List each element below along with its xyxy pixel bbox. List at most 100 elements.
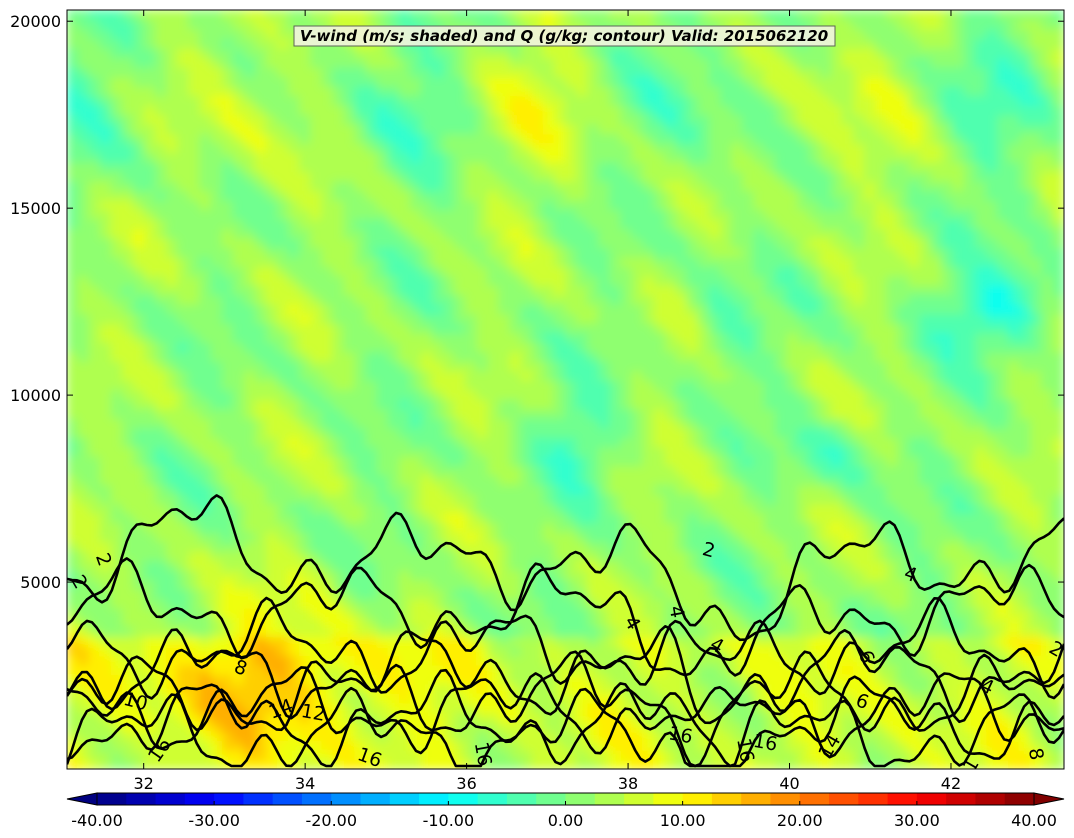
shade-cell	[265, 66, 279, 78]
shade-cell	[310, 531, 323, 542]
shade-cell	[276, 749, 290, 761]
shade-cell	[598, 360, 611, 372]
shade-cell	[509, 569, 522, 580]
shade-cell	[398, 721, 412, 732]
shade-cell	[531, 407, 545, 419]
shade-cell	[409, 66, 423, 78]
shade-cell	[609, 47, 622, 59]
shade-cell	[243, 398, 257, 410]
shade-cell	[376, 389, 389, 400]
shade-cell	[520, 692, 533, 704]
shade-cell	[188, 56, 201, 68]
shade-cell	[742, 531, 755, 542]
shade-cell	[376, 142, 389, 154]
shade-cell	[210, 104, 223, 116]
shade-cell	[288, 18, 301, 30]
shade-cell	[199, 313, 212, 324]
shade-cell	[99, 208, 113, 220]
shade-cell	[576, 417, 589, 429]
shade-cell	[177, 28, 190, 40]
shade-cell	[565, 208, 578, 220]
shade-cell	[509, 161, 522, 172]
shade-cell	[398, 654, 412, 666]
shade-cell	[631, 123, 644, 135]
shade-cell	[509, 616, 522, 628]
shade-cell	[243, 578, 257, 590]
shade-cell	[731, 607, 744, 618]
shade-cell	[653, 749, 666, 761]
shade-cell	[121, 683, 135, 694]
shade-cell	[77, 730, 90, 742]
shade-cell	[709, 559, 722, 571]
shade-cell	[565, 10, 578, 21]
shade-cell	[432, 445, 445, 457]
shade-cell	[598, 531, 611, 542]
shade-cell	[720, 341, 733, 353]
shade-cell	[155, 692, 168, 704]
shade-cell	[332, 531, 345, 542]
shade-cell	[321, 85, 334, 97]
shade-cell	[498, 123, 511, 135]
shade-cell	[565, 559, 578, 571]
shade-cell	[609, 597, 622, 609]
shade-cell	[199, 28, 212, 40]
shade-cell	[144, 199, 157, 210]
shade-cell	[542, 85, 556, 97]
shade-cell	[642, 180, 655, 191]
shade-cell	[454, 455, 467, 467]
shade-cell	[210, 588, 223, 599]
shade-cell	[409, 407, 423, 419]
shade-cell	[476, 417, 489, 429]
shade-cell	[553, 284, 567, 296]
shade-cell	[210, 208, 223, 220]
shade-cell	[576, 303, 589, 315]
shade-cell	[67, 370, 79, 381]
shade-cell	[376, 284, 389, 296]
shade-cell	[288, 180, 301, 191]
shade-cell	[731, 512, 744, 524]
shade-cell	[387, 407, 401, 419]
shade-cell	[332, 759, 345, 769]
shade-cell	[420, 265, 434, 277]
shade-cell	[465, 721, 478, 732]
shade-cell	[731, 759, 744, 769]
shade-cell	[742, 265, 755, 277]
shade-cell	[432, 464, 445, 476]
shade-cell	[720, 256, 733, 267]
shade-cell	[365, 313, 378, 324]
shade-cell	[99, 692, 113, 704]
shade-cell	[288, 607, 301, 618]
shade-cell	[443, 711, 456, 723]
shade-cell	[420, 322, 434, 334]
shade-cell	[188, 104, 201, 116]
shade-cell	[199, 37, 212, 49]
shade-cell	[365, 180, 378, 191]
shade-cell	[354, 559, 367, 571]
shade-cell	[498, 85, 511, 97]
shade-cell	[443, 493, 456, 505]
shade-cell	[487, 85, 500, 97]
shade-cell	[420, 464, 434, 476]
shade-cell	[365, 759, 378, 769]
shade-cell	[387, 18, 401, 30]
shade-cell	[476, 370, 489, 381]
shade-cell	[210, 218, 223, 229]
shade-cell	[210, 370, 223, 381]
shade-cell	[664, 161, 677, 172]
shade-cell	[620, 170, 633, 182]
shade-cell	[731, 445, 744, 457]
shade-cell	[343, 654, 356, 666]
shade-cell	[188, 502, 201, 514]
shade-cell	[664, 151, 677, 163]
shade-cell	[520, 132, 533, 144]
shade-cell	[642, 303, 655, 315]
shade-cell	[686, 521, 700, 533]
shade-cell	[553, 550, 567, 561]
shade-cell	[155, 37, 168, 49]
shade-cell	[443, 113, 456, 125]
shade-cell	[620, 10, 633, 21]
shade-cell	[77, 483, 90, 495]
shade-cell	[587, 180, 600, 191]
shade-cell	[77, 170, 90, 182]
shade-cell	[254, 740, 268, 751]
